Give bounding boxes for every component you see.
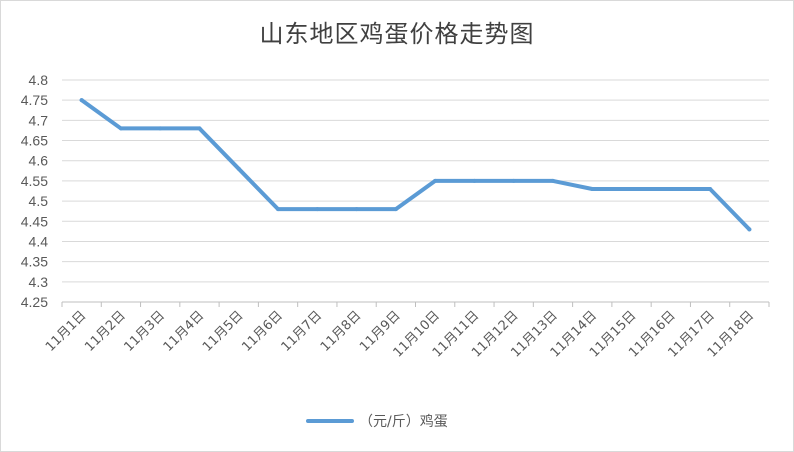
y-tick-label: 4.6	[29, 153, 49, 169]
y-tick-label: 4.7	[29, 112, 49, 128]
data-point	[708, 186, 713, 191]
x-tick-label: 11月7日	[279, 308, 326, 355]
legend-label: （元/斤）鸡蛋	[359, 413, 448, 430]
chart-title: 山东地区鸡蛋价格走势图	[259, 20, 535, 48]
y-axis-tick-labels: 4.25 4.3 4.35 4.4 4.45 4.5 4.55 4.6 4.65 4.7 4.75 4…	[21, 72, 48, 310]
data-point	[511, 178, 516, 183]
series-line	[79, 98, 752, 232]
y-tick-label: 4.5	[29, 193, 49, 209]
x-tick-label: 11月2日	[82, 308, 129, 355]
legend: （元/斤）鸡蛋	[306, 413, 448, 430]
x-tick-label: 11月6日	[239, 308, 286, 355]
y-tick-label: 4.35	[21, 254, 48, 270]
data-point	[590, 186, 595, 191]
y-tick-label: 4.8	[29, 72, 49, 88]
x-axis-tick-labels: 11月1日11月2日11月3日11月4日11月5日11月6日11月7日11月8日…	[43, 308, 757, 360]
data-point	[393, 207, 398, 212]
x-tick-label: 11月4日	[161, 308, 208, 355]
y-tick-label: 4.45	[21, 213, 48, 229]
y-tick-label: 4.3	[29, 274, 49, 290]
x-tick-label: 11月5日	[200, 308, 247, 355]
series-lines	[79, 98, 752, 232]
grid-lines	[62, 79, 769, 283]
data-point	[79, 98, 84, 103]
x-tick-label: 11月8日	[318, 308, 365, 355]
axes	[61, 301, 770, 307]
y-tick-label: 4.75	[21, 92, 48, 108]
data-point	[433, 178, 438, 183]
data-point	[550, 178, 555, 183]
data-point	[236, 166, 241, 171]
x-tick-label: 11月3日	[121, 308, 168, 355]
y-tick-label: 4.55	[21, 173, 48, 189]
data-point	[472, 178, 477, 183]
data-point	[747, 227, 752, 232]
x-tick-label: 11月1日	[43, 308, 90, 355]
data-point	[197, 126, 202, 131]
data-point	[276, 207, 281, 212]
y-tick-label: 4.4	[29, 233, 49, 249]
data-point	[668, 186, 673, 191]
data-point	[118, 126, 123, 131]
data-point	[158, 126, 163, 131]
data-point	[315, 207, 320, 212]
y-tick-label: 4.25	[21, 294, 48, 310]
data-point	[629, 186, 634, 191]
data-point	[354, 207, 359, 212]
y-tick-label: 4.65	[21, 133, 48, 149]
